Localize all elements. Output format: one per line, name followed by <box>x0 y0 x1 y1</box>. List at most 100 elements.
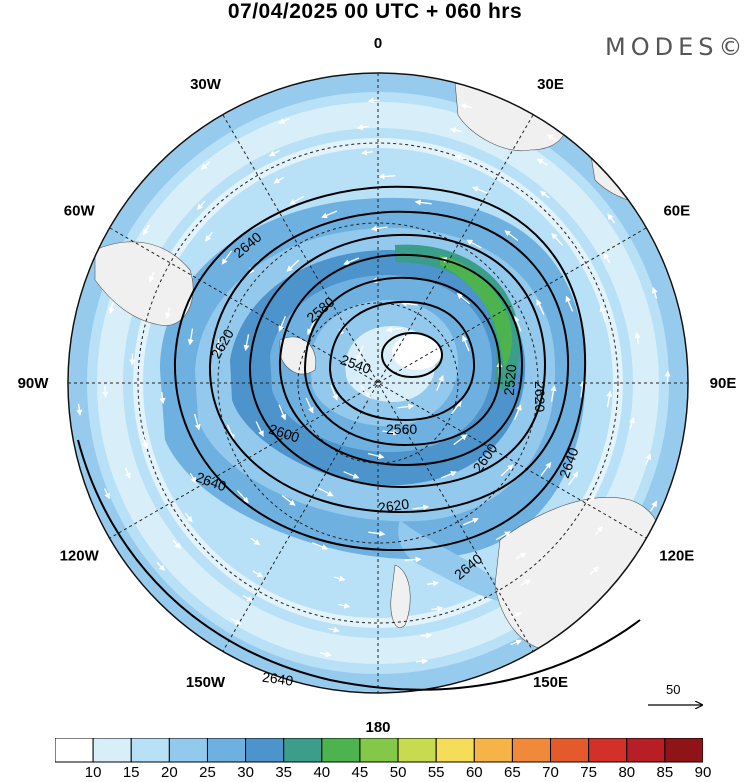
south-america-landmass <box>94 241 194 326</box>
wind-vector <box>414 199 432 206</box>
wind-vector <box>603 252 611 264</box>
wind-vector <box>356 124 369 131</box>
wind-vector <box>495 531 511 541</box>
wind-vector <box>330 384 338 401</box>
colorbar-tick-label: 30 <box>237 764 254 781</box>
colorbar-tick-label: 40 <box>313 764 331 781</box>
wind-vector <box>159 392 166 404</box>
wind-vector <box>193 413 201 431</box>
colorbar-cell <box>206 738 247 763</box>
wind-vector <box>305 397 314 414</box>
wind-vector <box>427 580 439 587</box>
colorbar-tick-label: 55 <box>427 764 445 781</box>
longitude-label: 120W <box>60 548 100 565</box>
contour-2620 <box>208 210 570 514</box>
wind-vector <box>510 639 523 646</box>
wind-vector <box>156 561 166 572</box>
contour-label: 2620 <box>377 495 410 515</box>
wind-vector <box>471 186 488 194</box>
wind-vector <box>187 328 194 346</box>
wind-vector <box>567 471 579 486</box>
wind-vector <box>546 134 558 142</box>
wind-vector <box>278 404 287 421</box>
wind-vector <box>599 305 607 323</box>
wind-vector <box>420 632 433 639</box>
wind-vector <box>412 504 430 511</box>
wind-vector <box>142 224 150 236</box>
wind-vector <box>504 230 519 242</box>
longitude-label: 180 <box>365 719 390 735</box>
wind-vector <box>460 103 473 110</box>
wind-vector <box>165 307 171 320</box>
contour-2540 <box>328 300 476 422</box>
wind-vector <box>268 150 280 157</box>
contour-label: 2620 <box>532 381 548 412</box>
wind-vector <box>226 424 235 441</box>
wind-vectors <box>76 97 671 665</box>
longitude-label: 30E <box>537 76 564 93</box>
wind-vector <box>321 210 338 219</box>
wind-vector <box>536 158 548 166</box>
wind-vector <box>252 570 264 578</box>
polar-map: 2540 2560 2580 2600 2620 2640 2640 2640 … <box>18 35 737 735</box>
wind-vector <box>594 526 604 536</box>
wind-vector <box>148 271 155 283</box>
brand-logo: MODES© <box>605 33 748 61</box>
wind-vector <box>243 334 250 352</box>
height-contours <box>77 185 641 691</box>
wind-vector <box>629 416 635 429</box>
wind-vector <box>250 537 261 546</box>
landmasses <box>94 79 666 651</box>
longitude-label: 90W <box>18 375 50 392</box>
colorbar-cell <box>626 738 666 763</box>
longitude-label: 90E <box>710 375 737 392</box>
contour-2600 <box>248 233 547 489</box>
wind-vector <box>587 494 595 505</box>
colorbar-cell <box>92 738 132 763</box>
colorbar-tick-label: 65 <box>504 764 521 781</box>
wind-vector <box>449 127 462 134</box>
colorbar-tick-label: 85 <box>656 764 674 781</box>
wind-vector <box>453 434 468 446</box>
wind-vector <box>319 651 332 658</box>
wind-vector <box>500 464 514 477</box>
wind-vector <box>550 384 557 402</box>
wind-vector <box>450 400 462 415</box>
colorbar-cell <box>550 738 590 763</box>
wind-vector <box>607 213 616 224</box>
wind-vector <box>221 250 233 265</box>
contour-2520 <box>381 332 443 378</box>
contour-2640-inner <box>173 185 587 552</box>
wind-vector <box>513 404 522 421</box>
wind-vector <box>589 566 600 575</box>
wind-vector <box>462 517 479 526</box>
wind-vector <box>236 490 249 504</box>
wind-vector <box>536 299 545 315</box>
wind-vector <box>579 380 586 398</box>
colorbar-cell <box>168 738 208 763</box>
wind-vector <box>400 300 418 307</box>
wind-vector <box>273 176 285 184</box>
wind-vector <box>397 403 415 410</box>
wind-vector <box>108 302 115 314</box>
wind-vector <box>440 471 457 479</box>
colorbar-cell <box>283 738 323 763</box>
wind-vector <box>255 421 264 437</box>
wind-vector <box>651 287 658 299</box>
wind-vector <box>142 437 149 449</box>
wind-vector <box>307 319 316 336</box>
wind-vector <box>184 512 193 523</box>
wind-vector <box>436 374 444 391</box>
wind-vector <box>196 200 206 210</box>
wind-vector <box>454 154 467 161</box>
colorbar-tick-label: 45 <box>351 764 369 781</box>
longitude-label: 150E <box>533 674 568 691</box>
colorbar-cell <box>664 738 703 763</box>
wind-vector <box>368 530 386 537</box>
map-boundary <box>67 72 689 694</box>
colorbar-tick-label: 50 <box>389 764 407 781</box>
colorbar <box>55 738 703 763</box>
wind-vector <box>428 337 440 352</box>
colorbar-cell <box>130 738 170 763</box>
wind-vector <box>645 453 652 465</box>
